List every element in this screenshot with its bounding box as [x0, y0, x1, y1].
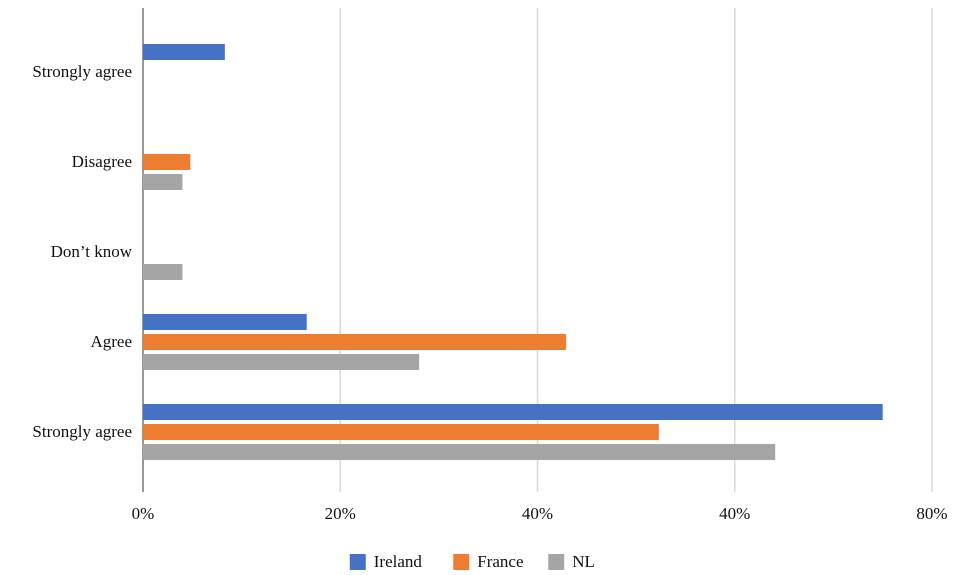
legend-label: Ireland: [374, 552, 423, 571]
bar: [143, 264, 183, 280]
bar: [143, 334, 567, 350]
bar: [143, 154, 191, 170]
y-tick-label: Disagree: [72, 152, 132, 171]
legend-swatch: [548, 554, 565, 570]
legend-label: NL: [572, 552, 595, 571]
y-tick-label: Strongly agree: [32, 422, 132, 441]
bar: [143, 44, 225, 60]
bar: [143, 314, 307, 330]
bar: [143, 354, 420, 370]
x-tick-label: 20%: [325, 504, 356, 523]
x-tick-label: 80%: [916, 504, 947, 523]
bar: [143, 424, 659, 440]
x-tick-label: 40%: [522, 504, 553, 523]
y-tick-label: Agree: [90, 332, 132, 351]
legend-swatch: [453, 554, 470, 570]
x-tick-label: 40%: [719, 504, 750, 523]
legend-label: France: [477, 552, 523, 571]
y-tick-label: Don’t know: [51, 242, 133, 261]
x-tick-label: 0%: [132, 504, 155, 523]
legend-swatch: [349, 554, 366, 570]
y-tick-label: Strongly agree: [32, 62, 132, 81]
bar: [143, 174, 183, 190]
bar: [143, 444, 776, 460]
bar: [143, 404, 883, 420]
